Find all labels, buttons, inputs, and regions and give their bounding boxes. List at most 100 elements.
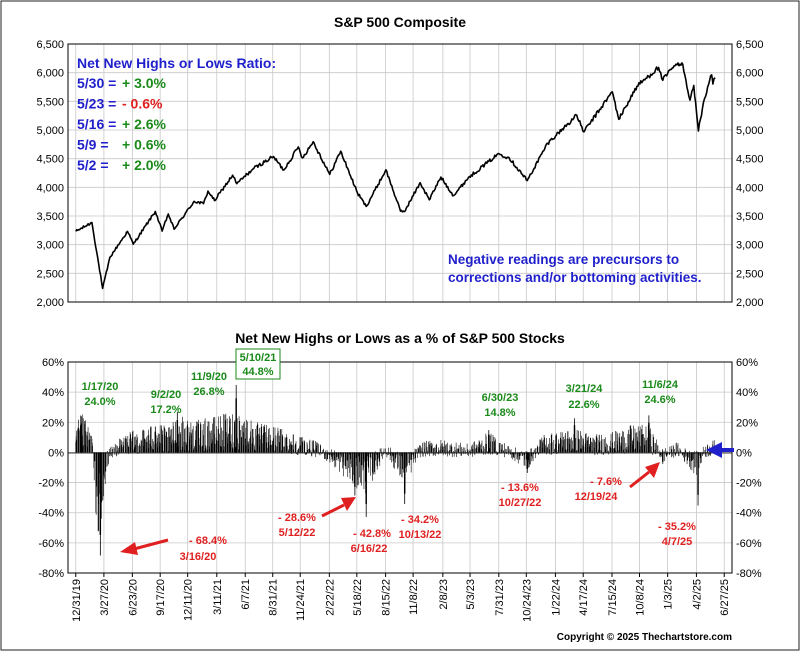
- x-tick-label: 12/11/20: [183, 579, 195, 621]
- ratio-entry-date: 5/2 =: [77, 157, 109, 173]
- x-tick-label: 6/27/25: [719, 579, 731, 616]
- bottom-y-tick-left: 60%: [42, 357, 64, 369]
- x-tick-label: 4/2/25: [691, 579, 703, 610]
- ratio-entry-value: + 2.0%: [122, 157, 167, 173]
- bottom-y-tick-left: -20%: [38, 478, 64, 490]
- annotation-arrows: [120, 442, 734, 555]
- copyright-text: Copyright © 2025 Thechartstore.com: [557, 632, 732, 643]
- label-date-11-6-24: 11/6/24: [642, 379, 679, 391]
- arrow-12-19-24: [629, 462, 660, 489]
- bottom-y-tick-right: 0%: [736, 447, 752, 459]
- ratio-entry-date: 5/30 =: [77, 75, 116, 91]
- ratio-entry-value: + 3.0%: [122, 75, 167, 91]
- top-y-tick-left: 6,000: [36, 68, 64, 80]
- top-y-tick-left: 2,000: [36, 297, 64, 309]
- ratio-entry-date: 5/16 =: [77, 116, 116, 132]
- label-date-10-27-22: 10/27/22: [499, 497, 542, 509]
- bottom-y-tick-right: 20%: [736, 417, 758, 429]
- note-line-2: corrections and/or bottoming activities.: [448, 270, 702, 285]
- top-y-tick-right: 3,000: [736, 240, 764, 252]
- top-y-tick-left: 4,000: [36, 182, 64, 194]
- x-tick-label: 10/24/23: [521, 579, 533, 622]
- green-peak-labels: 1/17/20 24.0% 9/2/20 17.2% 11/9/20 26.8%…: [82, 348, 679, 419]
- x-tick-label: 3/27/20: [99, 579, 111, 616]
- bottom-y-tick-right: -40%: [736, 508, 762, 520]
- label-date-12-19-24: 12/19/24: [575, 491, 619, 503]
- bottom-plot-frame: [67, 361, 733, 574]
- label-date-3-16-20: 3/16/20: [180, 551, 217, 563]
- ratio-entry-value: + 2.6%: [122, 116, 167, 132]
- top-y-tick-left: 5,500: [36, 96, 64, 108]
- top-gridlines: [68, 44, 732, 302]
- x-tick-label: 7/31/23: [494, 579, 506, 616]
- label-value-6-16-22: - 42.8%: [353, 528, 391, 540]
- top-y-tick-right: 4,500: [736, 154, 764, 166]
- ratio-heading: Net New Highs or Lows Ratio:: [77, 55, 276, 71]
- bottom-y-tick-right: -20%: [736, 478, 762, 490]
- spx-price-line: [75, 62, 716, 290]
- bottom-y-tick-left: 40%: [42, 387, 64, 399]
- label-value-5-10-21: 44.8%: [242, 366, 273, 378]
- label-date-6-30-23: 6/30/23: [482, 392, 519, 404]
- x-tick-label: 2/22/22: [324, 579, 336, 616]
- top-chart-title: S&P 500 Composite: [334, 14, 466, 30]
- label-date-3-21-24: 3/21/24: [566, 383, 604, 395]
- ratio-entry-date: 5/23 =: [77, 96, 116, 112]
- ratio-legend: Net New Highs or Lows Ratio: 5/30 = + 3.0…: [77, 55, 276, 173]
- label-date-5-12-22: 5/12/22: [279, 527, 316, 539]
- top-y-tick-right: 5,000: [736, 125, 764, 137]
- top-y-tick-left: 5,000: [36, 125, 64, 137]
- blue-current-reading-arrow: [706, 442, 734, 458]
- label-value-10-13-22: - 34.2%: [401, 514, 439, 526]
- label-date-9-2-20: 9/2/20: [151, 389, 182, 401]
- x-tick-label: 6/7/21: [240, 579, 252, 610]
- top-plot-frame: [67, 43, 733, 303]
- top-y-axis: 2,000 2,000 2,500 2,500 3,000 3,000 3,500 3,500…: [36, 39, 763, 309]
- x-tick-label: 8/31/21: [268, 579, 280, 616]
- x-tick-label: 7/15/24: [607, 579, 619, 616]
- negative-readings-note: Negative readings are precursors to corr…: [448, 252, 702, 285]
- label-value-5-12-22: - 28.6%: [278, 512, 316, 524]
- label-value-10-27-22: - 13.6%: [501, 482, 539, 494]
- label-date-1-17-20: 1/17/20: [82, 381, 119, 393]
- label-date-4-7-25: 4/7/25: [662, 536, 693, 548]
- top-y-tick-left: 3,500: [36, 211, 64, 223]
- label-box-5-10-21: [235, 348, 281, 380]
- x-tick-label: 5/18/22: [352, 579, 364, 616]
- x-tick-label: 4/17/24: [578, 579, 590, 616]
- bottom-chart-title: Net New Highs or Lows as a % of S&P 500 …: [235, 330, 565, 346]
- arrow-3-16-20: [120, 538, 169, 555]
- note-line-1: Negative readings are precursors to: [448, 252, 679, 267]
- x-tick-label: 12/31/19: [71, 579, 83, 622]
- ratio-entry-value: + 0.6%: [122, 137, 167, 153]
- label-date-11-9-20: 11/9/20: [191, 371, 227, 383]
- bottom-y-axis: -80% -80% -60% -60% -40% -40% -20% -20% 0% 0% 20% 2…: [38, 357, 762, 580]
- x-tick-label: 1/22/24: [550, 579, 562, 616]
- ratio-entry-value: - 0.6%: [122, 96, 163, 112]
- label-value-11-6-24: 24.6%: [644, 394, 675, 406]
- red-trough-labels: - 68.4% 3/16/20 - 28.6% 5/12/22 - 42.8% …: [180, 476, 697, 563]
- top-y-tick-left: 6,500: [36, 39, 64, 51]
- label-value-3-16-20: - 68.4%: [189, 535, 227, 547]
- arrow-5-12-22: [321, 497, 356, 518]
- label-value-4-7-25: - 35.2%: [658, 521, 696, 533]
- x-tick-label: 6/23/20: [127, 579, 139, 616]
- top-y-tick-right: 5,500: [736, 96, 764, 108]
- x-tick-label: 11/8/22: [408, 579, 420, 615]
- label-value-1-17-20: 24.0%: [84, 396, 115, 408]
- bottom-y-tick-left: -60%: [38, 538, 64, 550]
- label-value-6-30-23: 14.8%: [484, 407, 515, 419]
- bottom-y-tick-left: 20%: [42, 417, 64, 429]
- top-y-tick-left: 4,500: [36, 154, 64, 166]
- ratio-entry-date: 5/9 =: [77, 137, 109, 153]
- top-y-tick-left: 3,000: [36, 240, 64, 252]
- bottom-y-tick-right: 40%: [736, 387, 758, 399]
- bottom-y-tick-left: 0%: [48, 447, 64, 459]
- bottom-y-tick-right: 60%: [736, 357, 758, 369]
- top-y-tick-right: 3,500: [736, 211, 764, 223]
- label-date-10-13-22: 10/13/22: [399, 529, 442, 541]
- x-tick-label: 9/17/20: [155, 579, 167, 616]
- top-y-tick-right: 6,000: [736, 68, 764, 80]
